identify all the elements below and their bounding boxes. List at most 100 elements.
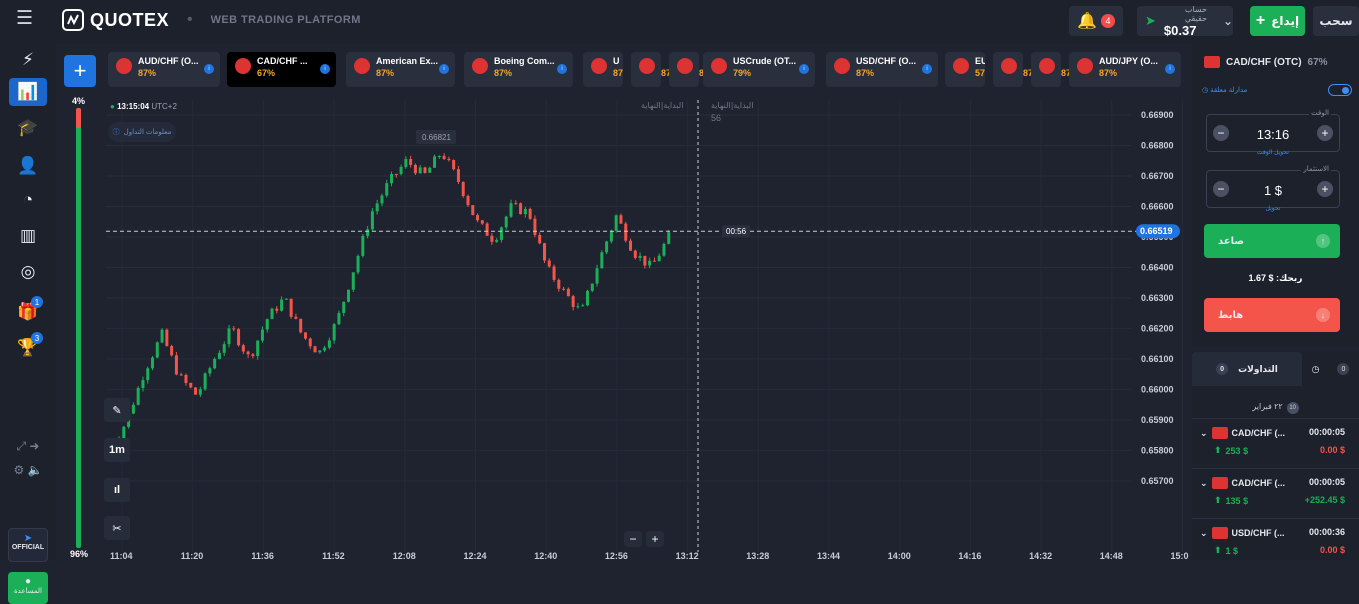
asset-tab[interactable]: AUD/JPY (O... 87% i bbox=[1069, 52, 1181, 87]
trade-row[interactable]: ⌄ CAD/CHF (... 00:00:05 ⬆ 135 $ +252.45 $ bbox=[1192, 468, 1359, 518]
fullscreen-icon[interactable]: ⤢ ➜ bbox=[16, 438, 40, 453]
settings-icon[interactable]: ⚙ 🔈 bbox=[13, 463, 43, 477]
asset-tab[interactable]: AUD/CHF (O... 87% i bbox=[108, 52, 220, 87]
up-button[interactable]: صاعد ↑ bbox=[1204, 224, 1340, 258]
arrow-up-icon: ⬆ bbox=[1214, 445, 1222, 455]
chevron-down-icon[interactable]: ⌄ bbox=[1200, 427, 1208, 438]
menu-icon[interactable]: ☰ bbox=[16, 8, 34, 29]
candle bbox=[528, 208, 532, 219]
sidebar-market-icon[interactable]: ▥ bbox=[19, 226, 37, 245]
sidebar-trading-icon[interactable]: 📊 bbox=[9, 78, 47, 106]
zoom-in-button[interactable]: + bbox=[646, 531, 664, 547]
sidebar-education-icon[interactable]: 🎓 bbox=[17, 118, 39, 137]
indicators-button[interactable]: ✂ bbox=[104, 516, 130, 540]
asset-tab[interactable]: CH87 bbox=[631, 52, 671, 87]
candle bbox=[222, 344, 226, 353]
notifications-button[interactable]: 🔔 4 bbox=[1069, 6, 1123, 36]
candle bbox=[624, 223, 628, 241]
logo[interactable]: QUOTEX • WEB TRADING PLATFORM bbox=[62, 9, 361, 31]
pending-trade-toggle[interactable]: ◷ مدارلة معلقة bbox=[1202, 84, 1352, 96]
tab-trades[interactable]: 0 التداولات bbox=[1192, 352, 1302, 386]
candle bbox=[170, 346, 174, 356]
time-field[interactable]: الوقت − 13:16 + تحويل الوقت bbox=[1206, 109, 1340, 156]
asset-tab[interactable]: American Ex... 87% i bbox=[346, 52, 455, 87]
asset-tab[interactable]: CAD/CHF ... 67% i bbox=[227, 52, 336, 87]
asset-tab[interactable]: EU87 bbox=[1031, 52, 1071, 87]
asset-tab[interactable]: Boeing Com... 87% i bbox=[464, 52, 573, 87]
amount-field[interactable]: الاستثمار − 1 $ + تحويل bbox=[1206, 165, 1340, 212]
asset-tab[interactable]: USCrude (OT... 79% i bbox=[703, 52, 815, 87]
amount-minus-button[interactable]: − bbox=[1213, 181, 1229, 197]
chart-type-button[interactable]: ıl bbox=[104, 478, 130, 502]
trade-row[interactable]: ⌄ USD/CHF (... 00:00:36 ⬆ 1 $0.00 $ bbox=[1192, 518, 1359, 568]
clock-icon: ◷ bbox=[1311, 363, 1320, 374]
candle bbox=[614, 215, 618, 231]
candle bbox=[662, 243, 666, 256]
candle bbox=[547, 260, 551, 267]
time-value[interactable]: 13:16 bbox=[1256, 127, 1290, 142]
sentiment-bar bbox=[76, 108, 81, 548]
flag-icon bbox=[1211, 527, 1228, 539]
down-button[interactable]: هابط ↓ bbox=[1204, 298, 1340, 332]
draw-tool-button[interactable]: ✎ bbox=[104, 398, 130, 422]
tab-history[interactable]: ◷ 0 bbox=[1302, 352, 1359, 386]
bell-icon: 🔔 bbox=[1077, 13, 1097, 30]
candle bbox=[313, 346, 317, 353]
x-tick-label: 11:20 bbox=[181, 551, 204, 560]
candle bbox=[332, 324, 336, 341]
panel-asset[interactable]: CAD/CHF (OTC) 67% bbox=[1204, 56, 1328, 68]
candle bbox=[514, 203, 518, 205]
payout-text: 1.67 $ :ربحك bbox=[1248, 273, 1303, 283]
sidebar-profile-icon[interactable]: 👤 bbox=[17, 156, 39, 175]
amount-plus-button[interactable]: + bbox=[1317, 181, 1333, 197]
candle bbox=[485, 223, 489, 236]
account-switcher[interactable]: ➤ حساب حقيقي $0.37 ⌄ bbox=[1137, 5, 1233, 38]
candles-icon: ıl bbox=[113, 484, 121, 496]
candle bbox=[586, 290, 589, 306]
sidebar-signals-icon[interactable]: ◎ bbox=[20, 262, 36, 281]
candle bbox=[347, 289, 350, 302]
add-asset-button[interactable]: + bbox=[64, 55, 96, 87]
info-icon: i bbox=[1165, 64, 1175, 74]
chevron-down-icon[interactable]: ⌄ bbox=[1200, 527, 1208, 538]
flag-icon bbox=[354, 58, 370, 74]
high-badge bbox=[416, 130, 456, 144]
amount-value[interactable]: 1 $ bbox=[1263, 183, 1283, 198]
info-icon: i bbox=[557, 64, 567, 74]
sidebar-sentiment-icon[interactable]: ⚡ bbox=[22, 50, 34, 69]
candle bbox=[380, 195, 384, 204]
candle bbox=[256, 340, 260, 357]
trade-row[interactable]: ⌄ CAD/CHF (... 00:00:05 ⬆ 253 $0.00 $ bbox=[1192, 418, 1359, 468]
timeframe-button[interactable]: 1m bbox=[104, 438, 130, 462]
price-chart[interactable]: 0.669000.668000.667000.666000.665000.664… bbox=[56, 90, 1192, 561]
y-tick-label: 0.66200 bbox=[1141, 323, 1174, 333]
sidebar-bonus-icon[interactable]: 🎁 1 bbox=[9, 296, 47, 326]
time-minus-button[interactable]: − bbox=[1213, 125, 1229, 141]
flag-icon bbox=[1211, 477, 1228, 489]
purchase-label: البداية|النهاية bbox=[641, 101, 683, 110]
deposit-button[interactable]: + إيداع bbox=[1250, 6, 1305, 36]
asset-tab[interactable]: USD/CHF (O... 87% i bbox=[826, 52, 938, 87]
official-telegram-button[interactable]: ➤ OFFICIAL bbox=[8, 528, 48, 562]
trade-info-button[interactable]: ⓘ معلومات التداول bbox=[108, 122, 176, 142]
candle bbox=[581, 305, 585, 307]
flag-icon bbox=[711, 58, 727, 74]
candle bbox=[275, 308, 279, 311]
asset-tab[interactable]: EU 57 bbox=[945, 52, 985, 87]
candle bbox=[155, 342, 159, 358]
trade-panel: CAD/CHF (OTC) 67% ◷ مدارلة معلقة الوقت −… bbox=[1192, 44, 1359, 346]
sidebar-analytics-icon[interactable]: ◔ bbox=[22, 190, 34, 209]
support-button[interactable]: ● المساعدة bbox=[8, 572, 48, 604]
time-plus-button[interactable]: + bbox=[1317, 125, 1333, 141]
asset-tab[interactable]: U87 bbox=[993, 52, 1033, 87]
candle bbox=[557, 279, 561, 289]
withdraw-button[interactable]: سحب bbox=[1313, 6, 1359, 36]
sidebar-tournament-icon[interactable]: 🏆 3 bbox=[9, 332, 47, 362]
chart-area[interactable]: 0.669000.668000.667000.666000.665000.664… bbox=[56, 90, 1192, 561]
chevron-down-icon[interactable]: ⌄ bbox=[1200, 477, 1208, 488]
info-icon: i bbox=[439, 64, 449, 74]
trades-panel: 0 التداولات ◷ 0 ٢٢ فبراير 10 ⌄ CAD/CHF (... 0… bbox=[1192, 352, 1359, 560]
asset-tab[interactable]: N87 bbox=[669, 52, 709, 87]
zoom-out-button[interactable]: − bbox=[624, 531, 642, 547]
